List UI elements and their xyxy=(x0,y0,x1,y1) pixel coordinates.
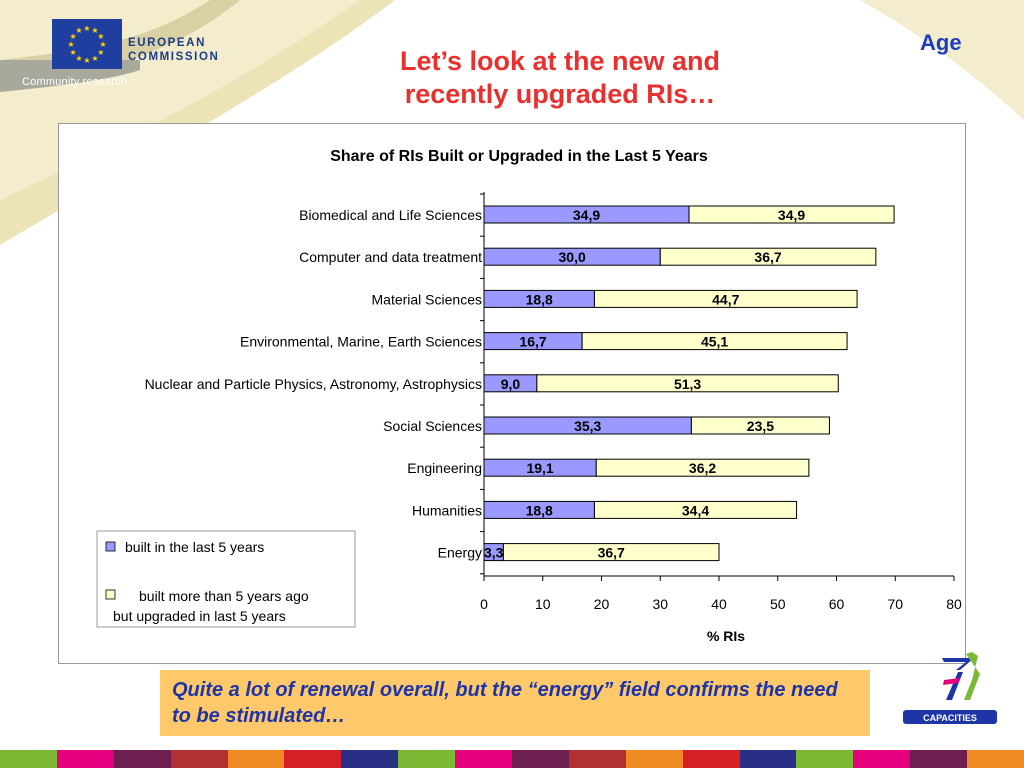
capacities-label: CAPACITIES xyxy=(923,713,977,723)
color-stripe xyxy=(284,750,342,768)
color-stripe xyxy=(170,750,228,768)
eu-star-icon: ★ xyxy=(83,24,90,33)
eu-wordmark: EUROPEAN COMMISSION xyxy=(128,37,220,63)
x-tick-label: 30 xyxy=(652,596,668,612)
bar-upgraded xyxy=(581,332,848,351)
chart-container: Share of RIs Built or Upgraded in the La… xyxy=(58,123,966,664)
eu-star-icon: ★ xyxy=(91,54,98,63)
color-stripe xyxy=(853,750,911,768)
category-label: Humanities xyxy=(412,502,482,518)
eu-flag-icon: ★ ★ ★ ★ ★ ★ ★ ★ ★ ★ ★ ★ xyxy=(52,19,122,69)
bar-value-label: 30,0 xyxy=(559,249,586,265)
eu-star-icon: ★ xyxy=(97,32,104,41)
bar-value-label: 36,2 xyxy=(689,460,716,476)
category-label: Material Sciences xyxy=(372,291,483,307)
color-stripe xyxy=(967,750,1024,768)
eu-star-icon: ★ xyxy=(67,40,74,49)
bar-upgraded xyxy=(659,247,877,266)
category-label: Engineering xyxy=(407,460,482,476)
x-tick-label: 40 xyxy=(711,596,727,612)
legend-label-built: built in the last 5 years xyxy=(125,539,264,555)
color-stripe xyxy=(455,750,513,768)
bar-value-label: 34,9 xyxy=(778,207,805,223)
bar-value-label: 34,9 xyxy=(573,207,600,223)
x-tick-label: 20 xyxy=(594,596,610,612)
eu-star-icon: ★ xyxy=(70,32,77,41)
x-tick-label: 10 xyxy=(535,596,551,612)
eu-star-icon: ★ xyxy=(75,26,82,35)
bar-value-label: 19,1 xyxy=(526,460,553,476)
color-stripe xyxy=(113,750,171,768)
category-label: Nuclear and Particle Physics, Astronomy,… xyxy=(145,376,482,392)
bar-value-label: 16,7 xyxy=(519,334,546,350)
eu-star-icon: ★ xyxy=(70,48,77,57)
chart-title: Share of RIs Built or Upgraded in the La… xyxy=(330,148,708,165)
color-stripe xyxy=(56,750,114,768)
eu-star-icon: ★ xyxy=(97,48,104,57)
color-stripe xyxy=(398,750,456,768)
color-stripe xyxy=(910,750,968,768)
category-label: Computer and data treatment xyxy=(299,249,482,265)
bar-value-label: 51,3 xyxy=(674,376,701,392)
color-stripe xyxy=(682,750,740,768)
x-tick-label: 70 xyxy=(887,596,903,612)
slide-title: Let’s look at the new and recently upgra… xyxy=(399,46,721,109)
category-label: Social Sciences xyxy=(383,418,482,434)
bar-upgraded xyxy=(502,543,720,562)
bar-upgraded xyxy=(593,500,798,519)
x-tick-label: 0 xyxy=(480,596,488,612)
bar-value-label: 35,3 xyxy=(574,418,601,434)
category-label: Biomedical and Life Sciences xyxy=(299,207,482,223)
color-stripe xyxy=(0,750,57,768)
color-stripe xyxy=(341,750,399,768)
bar-value-label: 18,8 xyxy=(526,291,553,307)
bar-upgraded xyxy=(595,458,810,477)
color-stripe xyxy=(568,750,626,768)
x-tick-label: 80 xyxy=(946,596,962,612)
bar-value-label: 36,7 xyxy=(598,545,625,561)
legend-label-upgraded-line2: but upgraded in last 5 years xyxy=(113,608,286,624)
bar-chart: Share of RIs Built or Upgraded in the La… xyxy=(96,148,962,644)
bar-value-label: 9,0 xyxy=(501,376,521,392)
bottom-color-stripes xyxy=(0,750,1024,768)
european-commission-logo: ★ ★ ★ ★ ★ ★ ★ ★ ★ ★ ★ ★ EUROPEAN COMMISSION Communi… xyxy=(22,14,222,94)
bar-value-label: 34,4 xyxy=(682,502,709,518)
bar-upgraded xyxy=(593,289,858,308)
eu-star-icon: ★ xyxy=(83,56,90,65)
conclusion-callout: Quite a lot of renewal overall, but the … xyxy=(160,670,870,736)
color-stripe xyxy=(512,750,569,768)
x-tick-label: 60 xyxy=(829,596,845,612)
category-label: Energy xyxy=(438,545,482,561)
legend-label-upgraded-line1: built more than 5 years ago xyxy=(139,588,309,604)
legend-swatch-upgraded xyxy=(105,589,116,600)
color-stripe xyxy=(796,750,854,768)
bar-value-label: 44,7 xyxy=(712,291,739,307)
community-research-label: Community research xyxy=(22,76,128,88)
bar-value-label: 36,7 xyxy=(754,249,781,265)
capacities-logo: CAPACITIES xyxy=(900,650,1000,725)
category-label: Environmental, Marine, Earth Sciences xyxy=(240,334,482,350)
eu-star-icon: ★ xyxy=(99,40,106,49)
bar-value-label: 23,5 xyxy=(747,418,774,434)
bar-upgraded xyxy=(688,205,895,224)
bar-upgraded xyxy=(536,374,839,393)
eu-star-icon: ★ xyxy=(75,54,82,63)
bar-value-label: 3,3 xyxy=(484,545,504,561)
section-tag: Age xyxy=(920,30,962,55)
color-stripe xyxy=(625,750,683,768)
chart-legend: built in the last 5 years built more tha… xyxy=(96,530,356,628)
x-axis-label: % RIs xyxy=(707,628,745,644)
color-stripe xyxy=(227,750,285,768)
bar-value-label: 18,8 xyxy=(526,502,553,518)
bar-upgraded xyxy=(690,416,830,435)
eu-star-icon: ★ xyxy=(91,26,98,35)
x-tick-label: 50 xyxy=(770,596,786,612)
legend-swatch-built xyxy=(105,541,116,552)
color-stripe xyxy=(739,750,797,768)
bar-value-label: 45,1 xyxy=(701,334,728,350)
